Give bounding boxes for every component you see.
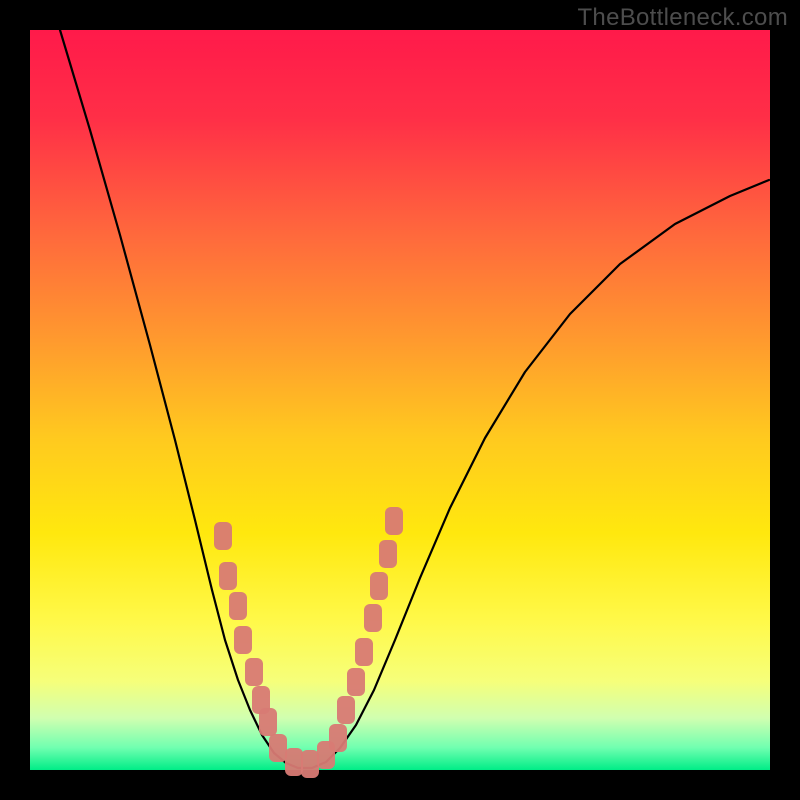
curve-marker (364, 604, 382, 632)
curve-marker (219, 562, 237, 590)
curve-marker (285, 748, 303, 776)
chart-frame: TheBottleneck.com (0, 0, 800, 800)
curve-marker (385, 507, 403, 535)
curve-marker (259, 708, 277, 736)
curve-marker (245, 658, 263, 686)
curve-marker (301, 750, 319, 778)
curve-marker (269, 734, 287, 762)
curve-marker (370, 572, 388, 600)
gradient-background (30, 30, 770, 770)
curve-marker (337, 696, 355, 724)
curve-marker (355, 638, 373, 666)
curve-marker (234, 626, 252, 654)
curve-marker (329, 724, 347, 752)
curve-marker (214, 522, 232, 550)
chart-svg (0, 0, 800, 800)
curve-marker (229, 592, 247, 620)
curve-marker (347, 668, 365, 696)
curve-marker (379, 540, 397, 568)
